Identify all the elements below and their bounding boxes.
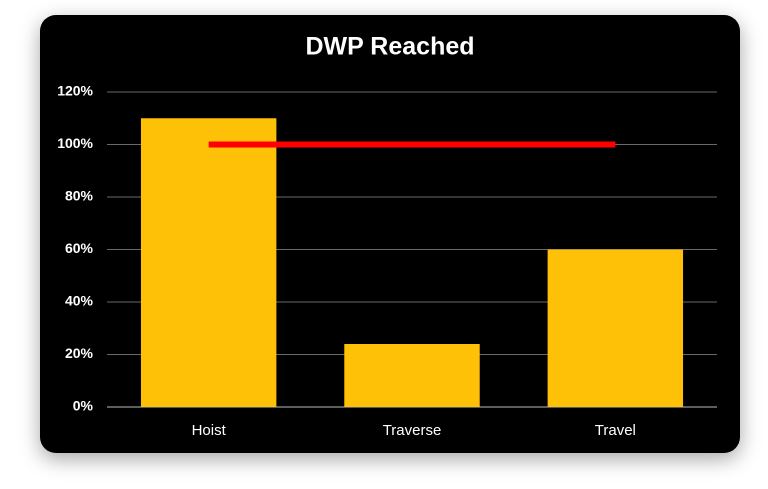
bar: [547, 249, 684, 407]
chart-title: DWP Reached: [305, 33, 474, 61]
y-tick-label: 20%: [65, 345, 94, 361]
y-tick-label: 60%: [65, 240, 94, 256]
x-tick-label: Traverse: [383, 422, 442, 439]
x-tick-label: Hoist: [192, 422, 227, 439]
y-tick-label: 80%: [65, 188, 94, 204]
x-tick-label: Travel: [595, 422, 636, 439]
y-tick-label: 0%: [73, 398, 94, 414]
y-tick-label: 40%: [65, 293, 94, 309]
bar: [140, 118, 277, 407]
bar: [344, 344, 480, 407]
y-tick-label: 100%: [57, 135, 93, 151]
y-tick-label: 120%: [57, 83, 93, 99]
